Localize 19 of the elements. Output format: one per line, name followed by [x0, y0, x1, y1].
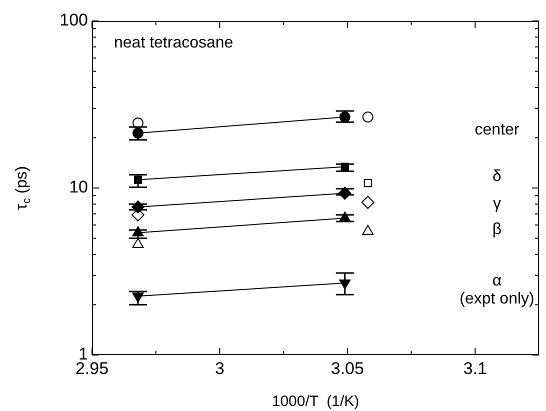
x-tick-label: 2.95: [75, 358, 109, 378]
y-axis-title: τc (ps): [13, 166, 33, 210]
point: [362, 224, 374, 235]
y-tick-label: 10: [69, 178, 88, 197]
x-tick-label: 3: [214, 358, 224, 378]
point: [364, 179, 372, 188]
legend-label: center: [474, 122, 520, 139]
point: [362, 112, 374, 123]
x-axis-title: 1000/T (1/K): [272, 393, 360, 410]
legend-label: γ: [493, 195, 501, 212]
x-tick-label: 3.05: [330, 358, 364, 378]
x-tick-label: 3.1: [463, 358, 487, 378]
legend-label: α (expt only): [460, 272, 534, 308]
text: δ: [492, 168, 502, 186]
annotation: neat tetracosane: [114, 34, 234, 52]
point: [361, 196, 374, 209]
legend-label: β: [492, 221, 502, 238]
point: [132, 238, 144, 248]
y-tick-label: 100: [60, 10, 88, 30]
